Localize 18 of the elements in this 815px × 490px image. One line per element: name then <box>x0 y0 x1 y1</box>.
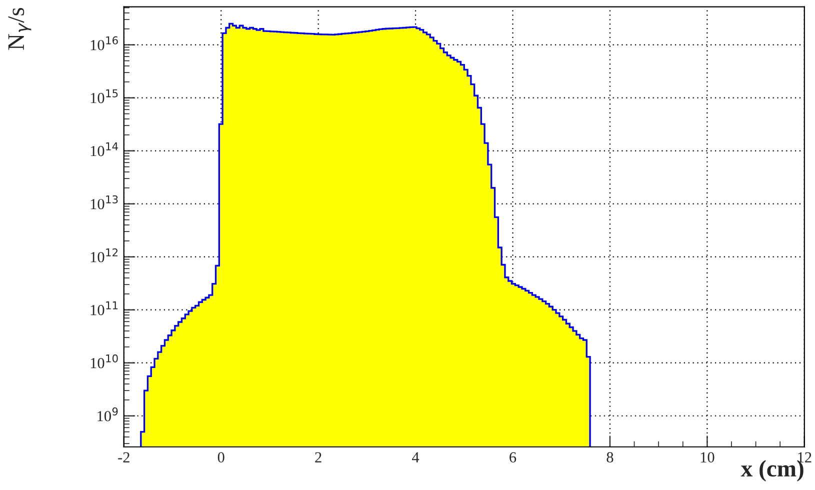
x-tick-label: 0 <box>218 452 224 462</box>
y-tick-label: 10$^{15}$ <box>90 89 118 104</box>
y-tick-label: 10$^{14}$ <box>90 142 118 156</box>
y-tick-label: 10$^{11}$ <box>90 301 118 316</box>
x-tick-label: 4 <box>412 452 420 462</box>
x-tick-label: 8 <box>606 452 614 462</box>
x-tick-label: 12 <box>798 452 812 462</box>
x-axis-title: x (cm) <box>740 460 804 482</box>
x-tick-label: 10 <box>700 452 714 462</box>
y-axis-title: N$_{γ}$/s <box>8 8 32 50</box>
y-tick-label: 10$^{16}$ <box>90 36 118 50</box>
y-tick-label: 10$^{10}$ <box>90 354 118 368</box>
x-tick-label: 2 <box>315 452 322 462</box>
y-tick-label: 10$^{13}$ <box>90 195 118 210</box>
y-tick-label: 10$^{9}$ <box>98 407 118 422</box>
y-tick-label: 10$^{12}$ <box>90 248 118 262</box>
x-tick-label: -2 <box>118 452 130 462</box>
x-tick-label: 6 <box>510 452 516 462</box>
